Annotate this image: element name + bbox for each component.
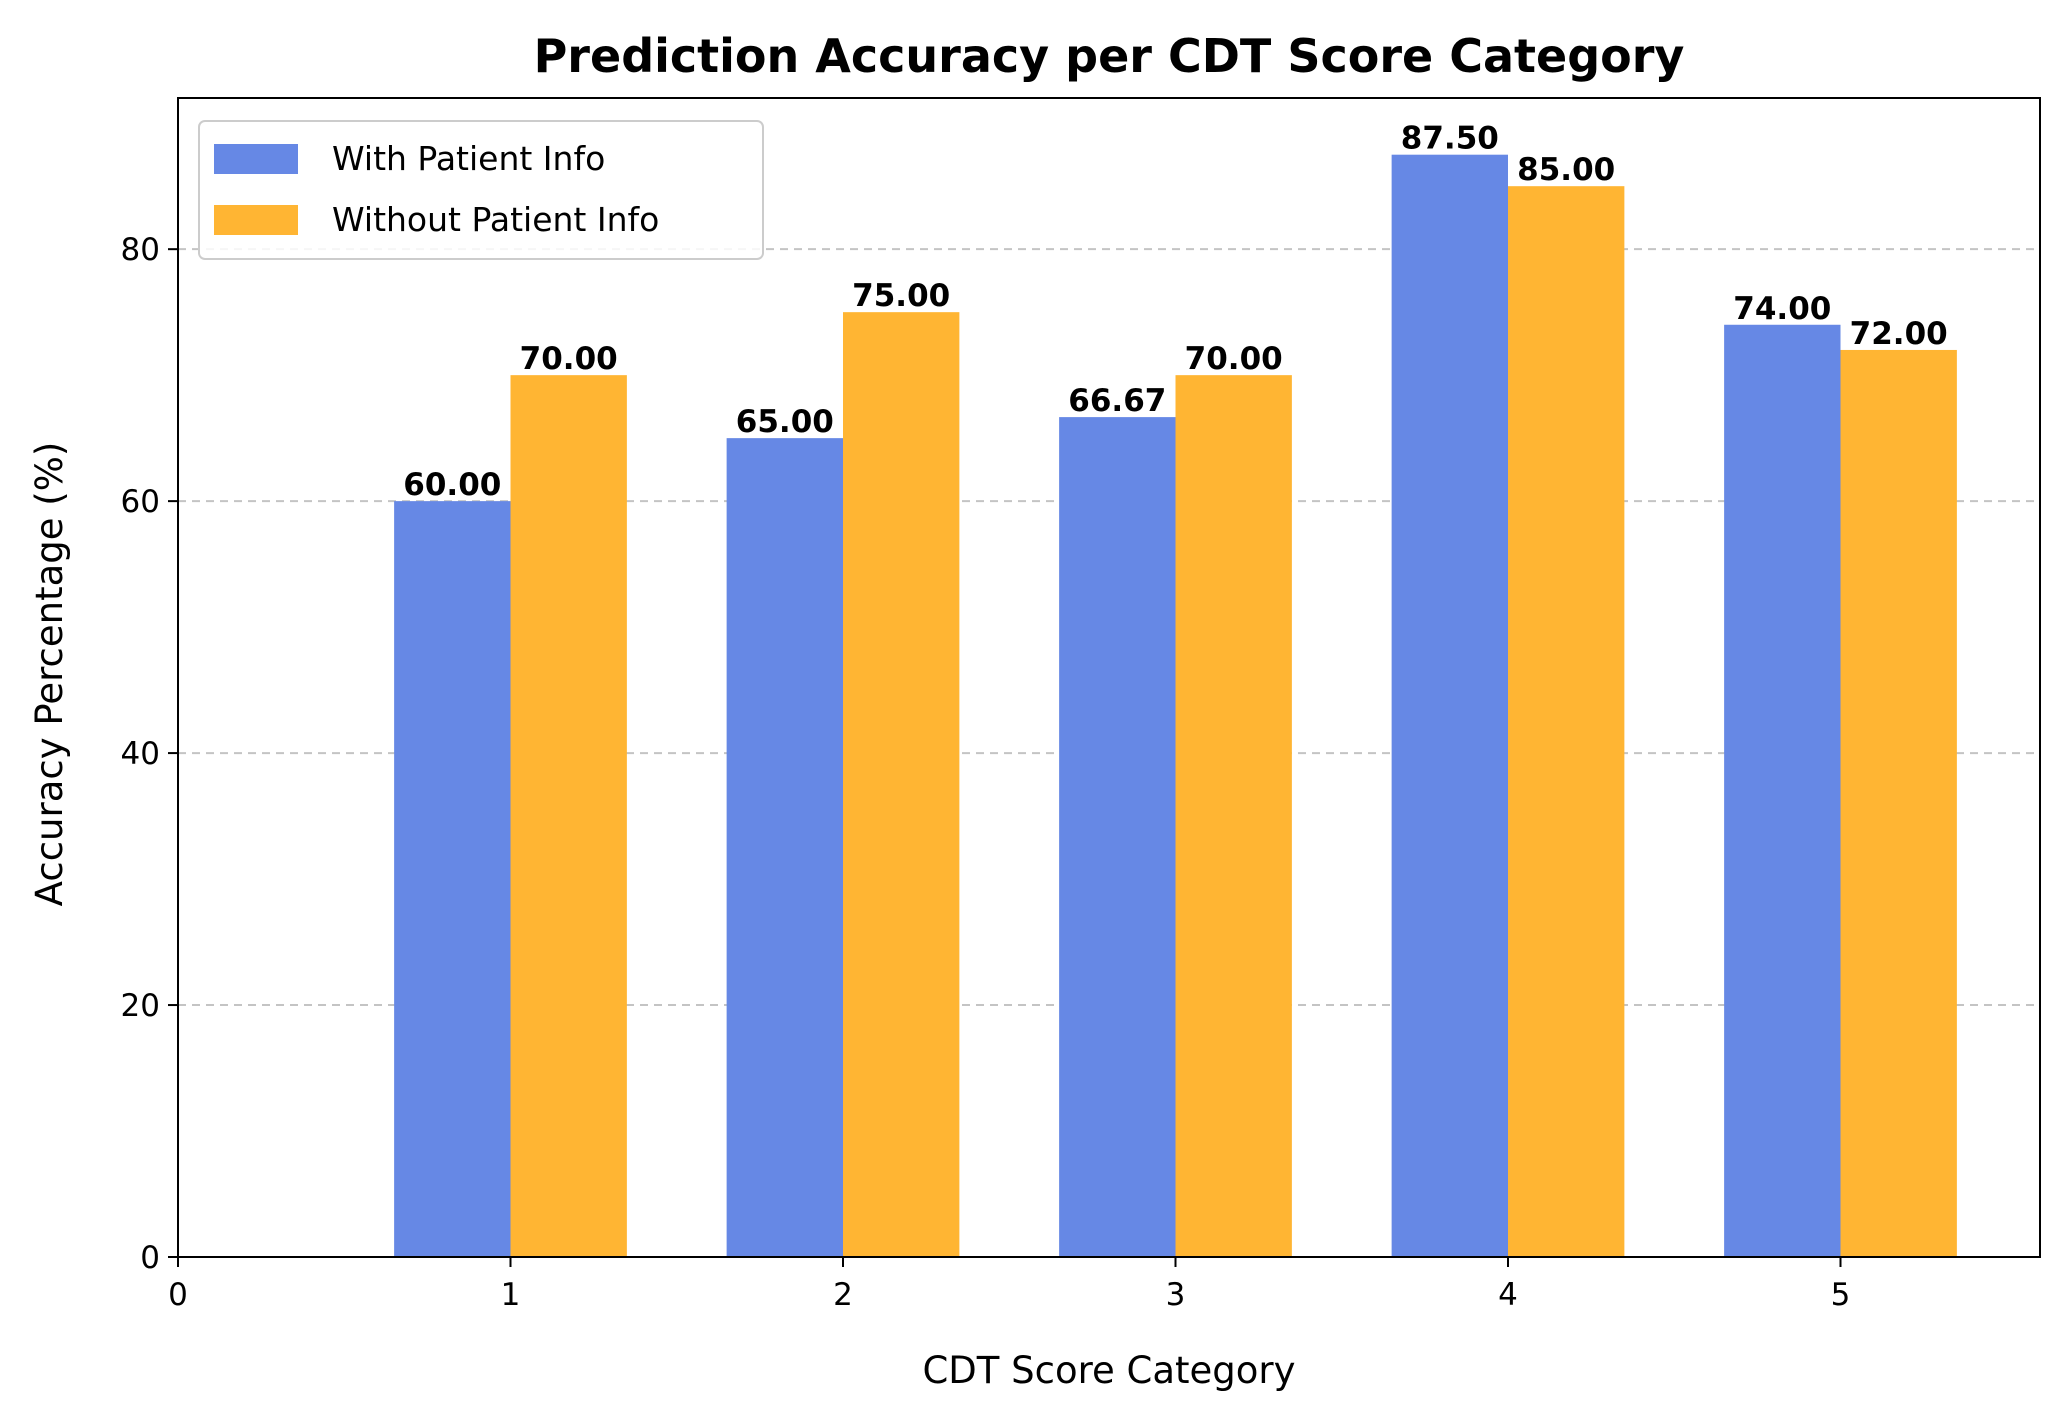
bar-value-label: 65.00 [736, 404, 834, 440]
bar-without-patient-info-5 [1840, 349, 1957, 1257]
bar-value-label: 74.00 [1733, 291, 1831, 327]
bar-with-patient-info-2 [726, 438, 843, 1257]
bar-with-patient-info-4 [1391, 154, 1508, 1258]
x-tick-label: 4 [1498, 1277, 1518, 1313]
legend-swatch-without-patient-info [214, 205, 298, 235]
bar-labels: 60.00 65.00 66.67 87.50 74.00 70.00 75.00 70.00… [403, 121, 1947, 503]
bar-with-patient-info-1 [394, 501, 511, 1257]
bar-value-label: 70.00 [1185, 341, 1283, 377]
x-tick-label: 3 [1166, 1277, 1186, 1313]
x-axis-ticks: 0 1 2 3 4 5 [168, 1257, 1850, 1313]
x-tick-label: 2 [833, 1277, 853, 1313]
y-tick-label: 80 [121, 232, 160, 268]
y-tick-label: 40 [121, 736, 160, 772]
chart-title: Prediction Accuracy per CDT Score Catego… [534, 29, 1685, 83]
x-tick-label: 5 [1831, 1277, 1851, 1313]
bar-value-label: 60.00 [403, 467, 501, 503]
bar-with-patient-info-3 [1059, 417, 1176, 1258]
bar-without-patient-info-1 [510, 375, 627, 1257]
bar-value-label: 70.00 [520, 341, 618, 377]
y-tick-label: 60 [121, 484, 160, 520]
plot-frame [177, 97, 2041, 1258]
x-tick-label: 0 [168, 1277, 188, 1313]
y-axis-ticks: 0 20 40 60 80 [121, 232, 178, 1276]
bar-value-label: 72.00 [1850, 316, 1948, 352]
legend-label-with-patient-info: With Patient Info [332, 139, 605, 178]
bar-value-label: 85.00 [1517, 152, 1615, 188]
y-axis-label: Accuracy Percentage (%) [28, 442, 71, 907]
bar-without-patient-info-4 [1508, 186, 1625, 1257]
bar-without-patient-info-3 [1175, 375, 1292, 1257]
bar-value-label: 75.00 [852, 278, 950, 314]
bar-value-label: 87.50 [1401, 121, 1499, 157]
bars [394, 154, 1957, 1258]
bar-with-patient-info-5 [1724, 324, 1841, 1257]
y-tick-label: 0 [140, 1240, 160, 1276]
bar-without-patient-info-2 [843, 312, 960, 1257]
legend: With Patient Info Without Patient Info [198, 120, 764, 260]
legend-label-without-patient-info: Without Patient Info [332, 200, 659, 239]
x-tick-label: 1 [501, 1277, 521, 1313]
y-tick-label: 20 [121, 988, 160, 1024]
x-axis-label: CDT Score Category [922, 1349, 1295, 1392]
legend-swatch-with-patient-info [214, 144, 298, 174]
bar-value-label: 66.67 [1068, 383, 1166, 419]
legend-box [198, 120, 764, 260]
